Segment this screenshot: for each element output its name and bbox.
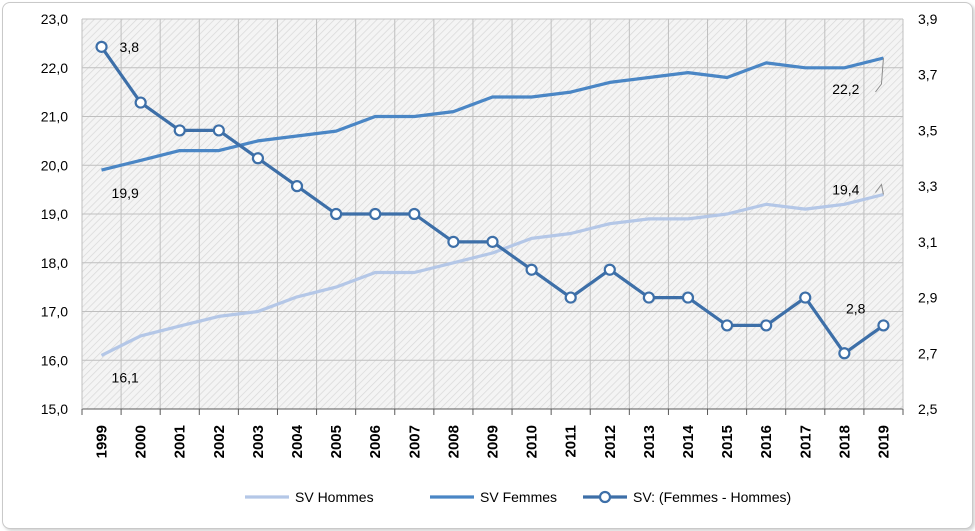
legend-marker	[598, 490, 612, 504]
data-point-marker	[799, 291, 812, 304]
x-tick-label: 2010	[524, 425, 541, 458]
y-left-tick-label: 18,0	[41, 255, 68, 271]
series-lines	[95, 40, 890, 360]
data-label: 16,1	[112, 369, 139, 385]
label-leader-line	[875, 57, 884, 93]
y-left-tick-label: 16,0	[41, 352, 68, 368]
data-point-marker	[251, 152, 265, 165]
data-point-marker	[877, 319, 890, 332]
data-point-marker	[369, 207, 382, 221]
data-point-marker	[720, 319, 734, 332]
axes: 15,0 16,0 17,0 18,0 19,0 20,0 21,0 22,0 23,0 2,5 2…	[41, 11, 938, 458]
data-point-marker	[95, 40, 108, 53]
y-left-tick-label: 15,0	[41, 401, 68, 417]
y-right-tick-label: 2,5	[918, 401, 938, 417]
data-point-marker	[173, 124, 186, 137]
data-point-marker	[525, 263, 538, 276]
legend-label: SV Femmes	[480, 489, 557, 505]
x-tick-label: 2002	[211, 425, 228, 458]
x-tick-label: 2016	[758, 425, 775, 458]
x-tick-label: 2004	[289, 424, 306, 458]
data-label: 3,8	[120, 39, 140, 55]
y-right-tick-label: 2,9	[918, 290, 938, 306]
series-line-sv-hommes	[100, 192, 884, 357]
x-tick-label: 2013	[641, 425, 658, 458]
y-left-tick-label: 22,0	[41, 60, 68, 76]
x-tick-label: 1999	[94, 425, 111, 458]
x-tick-label: 2008	[445, 425, 462, 458]
y-left-tick-label: 19,0	[41, 206, 68, 222]
data-point-marker	[681, 291, 695, 304]
data-point-marker	[134, 96, 147, 109]
x-tick-label: 2012	[602, 425, 619, 458]
data-point-marker	[330, 207, 343, 221]
x-tick-label: 2014	[680, 424, 697, 458]
y-left-tick-label: 23,0	[41, 11, 68, 27]
y-right-tick-label: 2,7	[918, 345, 938, 361]
y-left-tick-label: 17,0	[41, 304, 68, 320]
data-label: 22,2	[832, 81, 859, 97]
y-right-tick-label: 3,1	[918, 234, 938, 250]
data-point-marker	[642, 291, 655, 304]
y-right-tick-label: 3,3	[918, 178, 938, 194]
legend: SV Hommes SV Femmes SV: (Femmes - Hommes)	[245, 489, 791, 505]
x-tick-label: 2017	[797, 425, 814, 458]
x-tick-label: 2001	[172, 425, 189, 458]
x-tick-label: 2011	[563, 425, 580, 458]
x-tick-label: 2000	[133, 425, 150, 458]
data-point-marker	[760, 319, 773, 332]
x-tick-label: 2015	[719, 425, 736, 458]
data-label: 19,9	[112, 185, 139, 201]
data-label: 2,8	[846, 300, 866, 316]
x-tick-label: 2007	[406, 425, 423, 458]
data-point-marker	[564, 291, 577, 304]
x-tick-label: 2003	[250, 425, 267, 458]
x-tick-label: 2005	[328, 425, 345, 458]
data-point-marker	[408, 207, 421, 221]
data-point-marker	[447, 235, 460, 248]
data-point-marker	[290, 180, 304, 193]
y-right-tick-label: 3,5	[918, 122, 938, 138]
x-tick-label: 2006	[367, 425, 384, 458]
x-tick-label: 2009	[485, 425, 502, 458]
data-point-marker	[212, 124, 225, 137]
series-line-sv-femmes	[101, 56, 884, 172]
data-point-marker	[486, 235, 499, 248]
x-tick-label: 2019	[875, 425, 892, 458]
legend-label: SV Hommes	[295, 489, 374, 505]
y-right-tick-label: 3,7	[918, 67, 938, 83]
data-point-marker	[603, 263, 616, 276]
data-labels: 16,1 19,4 19,9 22,2 3,8 2,8	[112, 39, 884, 385]
y-right-tick-label: 3,9	[918, 11, 938, 27]
y-left-tick-label: 20,0	[41, 157, 68, 173]
x-tick-label: 2018	[836, 425, 853, 458]
y-left-tick-label: 21,0	[41, 109, 68, 125]
data-point-marker	[838, 347, 851, 360]
label-leader-line	[875, 183, 884, 195]
legend-label: SV: (Femmes - Hommes)	[633, 489, 791, 505]
data-label: 19,4	[832, 182, 859, 198]
